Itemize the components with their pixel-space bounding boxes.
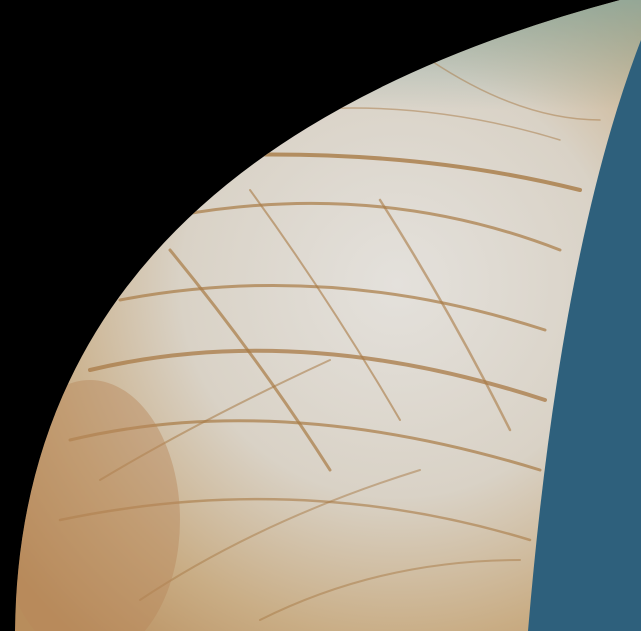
darker-region	[15, 380, 180, 631]
lineae	[58, 59, 601, 621]
blue-panel	[528, 40, 641, 631]
